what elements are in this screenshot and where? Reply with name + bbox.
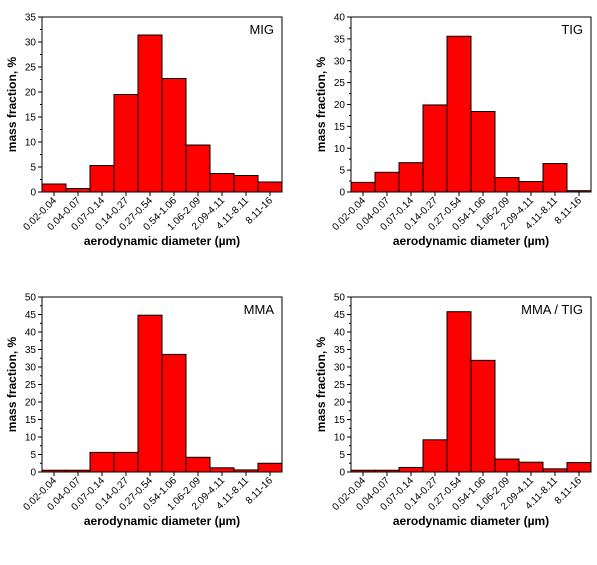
bar-0.27-0.54 (446, 35, 472, 193)
y-tick-label: 10 (25, 138, 37, 149)
y-tick-label: 40 (25, 328, 37, 339)
y-tick-label: 5 (339, 166, 345, 177)
y-tick-label: 35 (25, 13, 37, 24)
bar-0.07-0.14 (89, 451, 115, 473)
y-tick-label: 20 (334, 100, 346, 111)
bar-1.06-2.09 (494, 458, 520, 473)
y-tick-label: 45 (334, 310, 346, 321)
bar-2.09-4.11 (518, 181, 544, 193)
bar-0.14-0.27 (113, 451, 139, 473)
bar-0.02-0.04 (350, 181, 376, 193)
y-tick-label: 30 (334, 56, 346, 67)
y-axis-title: mass fraction, % (314, 56, 328, 152)
chart-title: MMA (244, 302, 275, 317)
bar-0.02-0.04 (41, 183, 67, 193)
bar-0.04-0.07 (65, 188, 91, 193)
y-tick-label: 5 (339, 450, 345, 461)
bar-4.11-8.11 (542, 163, 568, 193)
y-tick-label: 30 (25, 363, 37, 374)
chart-title: MMA / TIG (521, 302, 583, 317)
x-axis-title: aerodynamic diameter (µm) (393, 514, 549, 528)
y-tick-label: 30 (25, 38, 37, 49)
y-tick-label: 25 (25, 63, 37, 74)
chart-panel-1: 051015202530350.02-0.040.04-0.070.07-0.1… (5, 13, 283, 248)
y-tick-label: 5 (30, 450, 36, 461)
bar-8.11-16 (566, 462, 592, 473)
bar-0.04-0.07 (374, 171, 400, 193)
bar-2.09-4.11 (518, 461, 544, 473)
bar-2.09-4.11 (209, 173, 235, 193)
y-tick-label: 35 (334, 34, 346, 45)
chart-panel-2: 05101520253035400.02-0.040.04-0.070.07-0… (314, 13, 592, 248)
bar-1.06-2.09 (185, 144, 211, 193)
x-axis-title: aerodynamic diameter (µm) (393, 234, 549, 248)
bar-0.07-0.14 (398, 162, 424, 193)
bar-0.27-0.54 (137, 314, 163, 473)
y-axis-title: mass fraction, % (314, 336, 328, 432)
chart-title: TIG (561, 22, 583, 37)
y-tick-label: 10 (334, 144, 346, 155)
y-tick-label: 50 (334, 293, 346, 304)
bar-1.06-2.09 (494, 177, 520, 193)
bar-8.11-16 (257, 462, 283, 473)
bar-0.54-1.06 (470, 359, 496, 473)
chart-panel-3: 051015202530354045500.02-0.040.04-0.070.… (5, 293, 283, 528)
y-tick-label: 40 (334, 328, 346, 339)
y-tick-label: 35 (25, 345, 37, 356)
chart-panel-4: 051015202530354045500.02-0.040.04-0.070.… (314, 293, 592, 528)
bar-0.14-0.27 (113, 94, 139, 193)
x-tick-label: 8.11-16 (553, 195, 585, 227)
bar-0.27-0.54 (137, 34, 163, 193)
bar-0.54-1.06 (470, 111, 496, 193)
x-tick-label: 8.11-16 (244, 195, 276, 227)
bar-1.06-2.09 (185, 456, 211, 473)
bar-0.14-0.27 (422, 439, 448, 473)
bar-0.27-0.54 (446, 311, 472, 473)
y-tick-label: 30 (334, 363, 346, 374)
y-tick-label: 0 (30, 468, 36, 479)
y-axis-title: mass fraction, % (5, 56, 19, 152)
y-tick-label: 40 (334, 13, 346, 24)
y-tick-label: 25 (334, 380, 346, 391)
y-tick-label: 20 (334, 398, 346, 409)
bar-0.54-1.06 (161, 78, 187, 193)
y-tick-label: 25 (334, 78, 346, 89)
chart-title: MIG (249, 22, 274, 37)
bar-2.09-4.11 (209, 467, 235, 473)
y-axis-title: mass fraction, % (5, 336, 19, 432)
y-tick-label: 5 (30, 163, 36, 174)
bar-8.11-16 (257, 181, 283, 193)
y-tick-label: 15 (334, 122, 346, 133)
x-axis-title: aerodynamic diameter (µm) (84, 234, 240, 248)
y-tick-label: 0 (339, 468, 345, 479)
bar-0.14-0.27 (422, 104, 448, 193)
y-tick-label: 0 (30, 188, 36, 199)
y-tick-label: 15 (25, 415, 37, 426)
bar-0.54-1.06 (161, 353, 187, 473)
bar-0.07-0.14 (89, 165, 115, 193)
y-tick-label: 35 (334, 345, 346, 356)
x-axis-title: aerodynamic diameter (µm) (84, 514, 240, 528)
y-tick-label: 50 (25, 293, 37, 304)
y-tick-label: 20 (25, 398, 37, 409)
bar-0.07-0.14 (398, 466, 424, 473)
y-tick-label: 20 (25, 88, 37, 99)
x-tick-label: 8.11-16 (244, 475, 276, 507)
x-tick-label: 8.11-16 (553, 475, 585, 507)
y-tick-label: 10 (334, 433, 346, 444)
y-tick-label: 25 (25, 380, 37, 391)
y-tick-label: 10 (25, 433, 37, 444)
y-tick-label: 0 (339, 188, 345, 199)
y-tick-label: 15 (25, 113, 37, 124)
y-tick-label: 45 (25, 310, 37, 321)
bar-4.11-8.11 (233, 175, 259, 193)
y-tick-label: 15 (334, 415, 346, 426)
